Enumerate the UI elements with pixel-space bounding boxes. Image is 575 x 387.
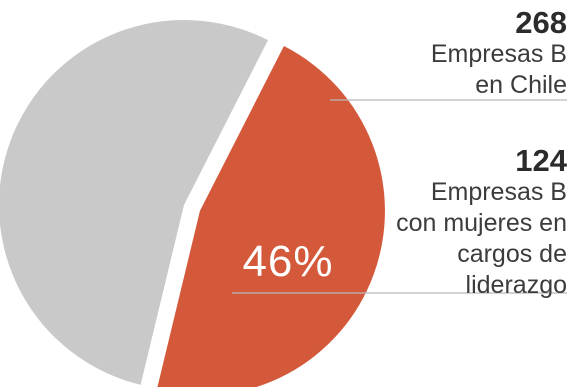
- percent-label: 46%: [242, 237, 334, 286]
- annotation-part: 124 Empresas B con mujeres en cargos de …: [396, 144, 567, 301]
- pie-slices: [0, 20, 385, 387]
- pie-slice-rest: [0, 20, 268, 385]
- part-count: 124: [515, 143, 567, 178]
- total-label: Empresas B en Chile: [430, 40, 567, 99]
- part-label: Empresas B con mujeres en cargos de lide…: [396, 178, 567, 299]
- annotation-total: 268 Empresas B en Chile: [431, 6, 567, 101]
- total-count: 268: [515, 5, 567, 40]
- pie-slice-highlight: [157, 46, 385, 387]
